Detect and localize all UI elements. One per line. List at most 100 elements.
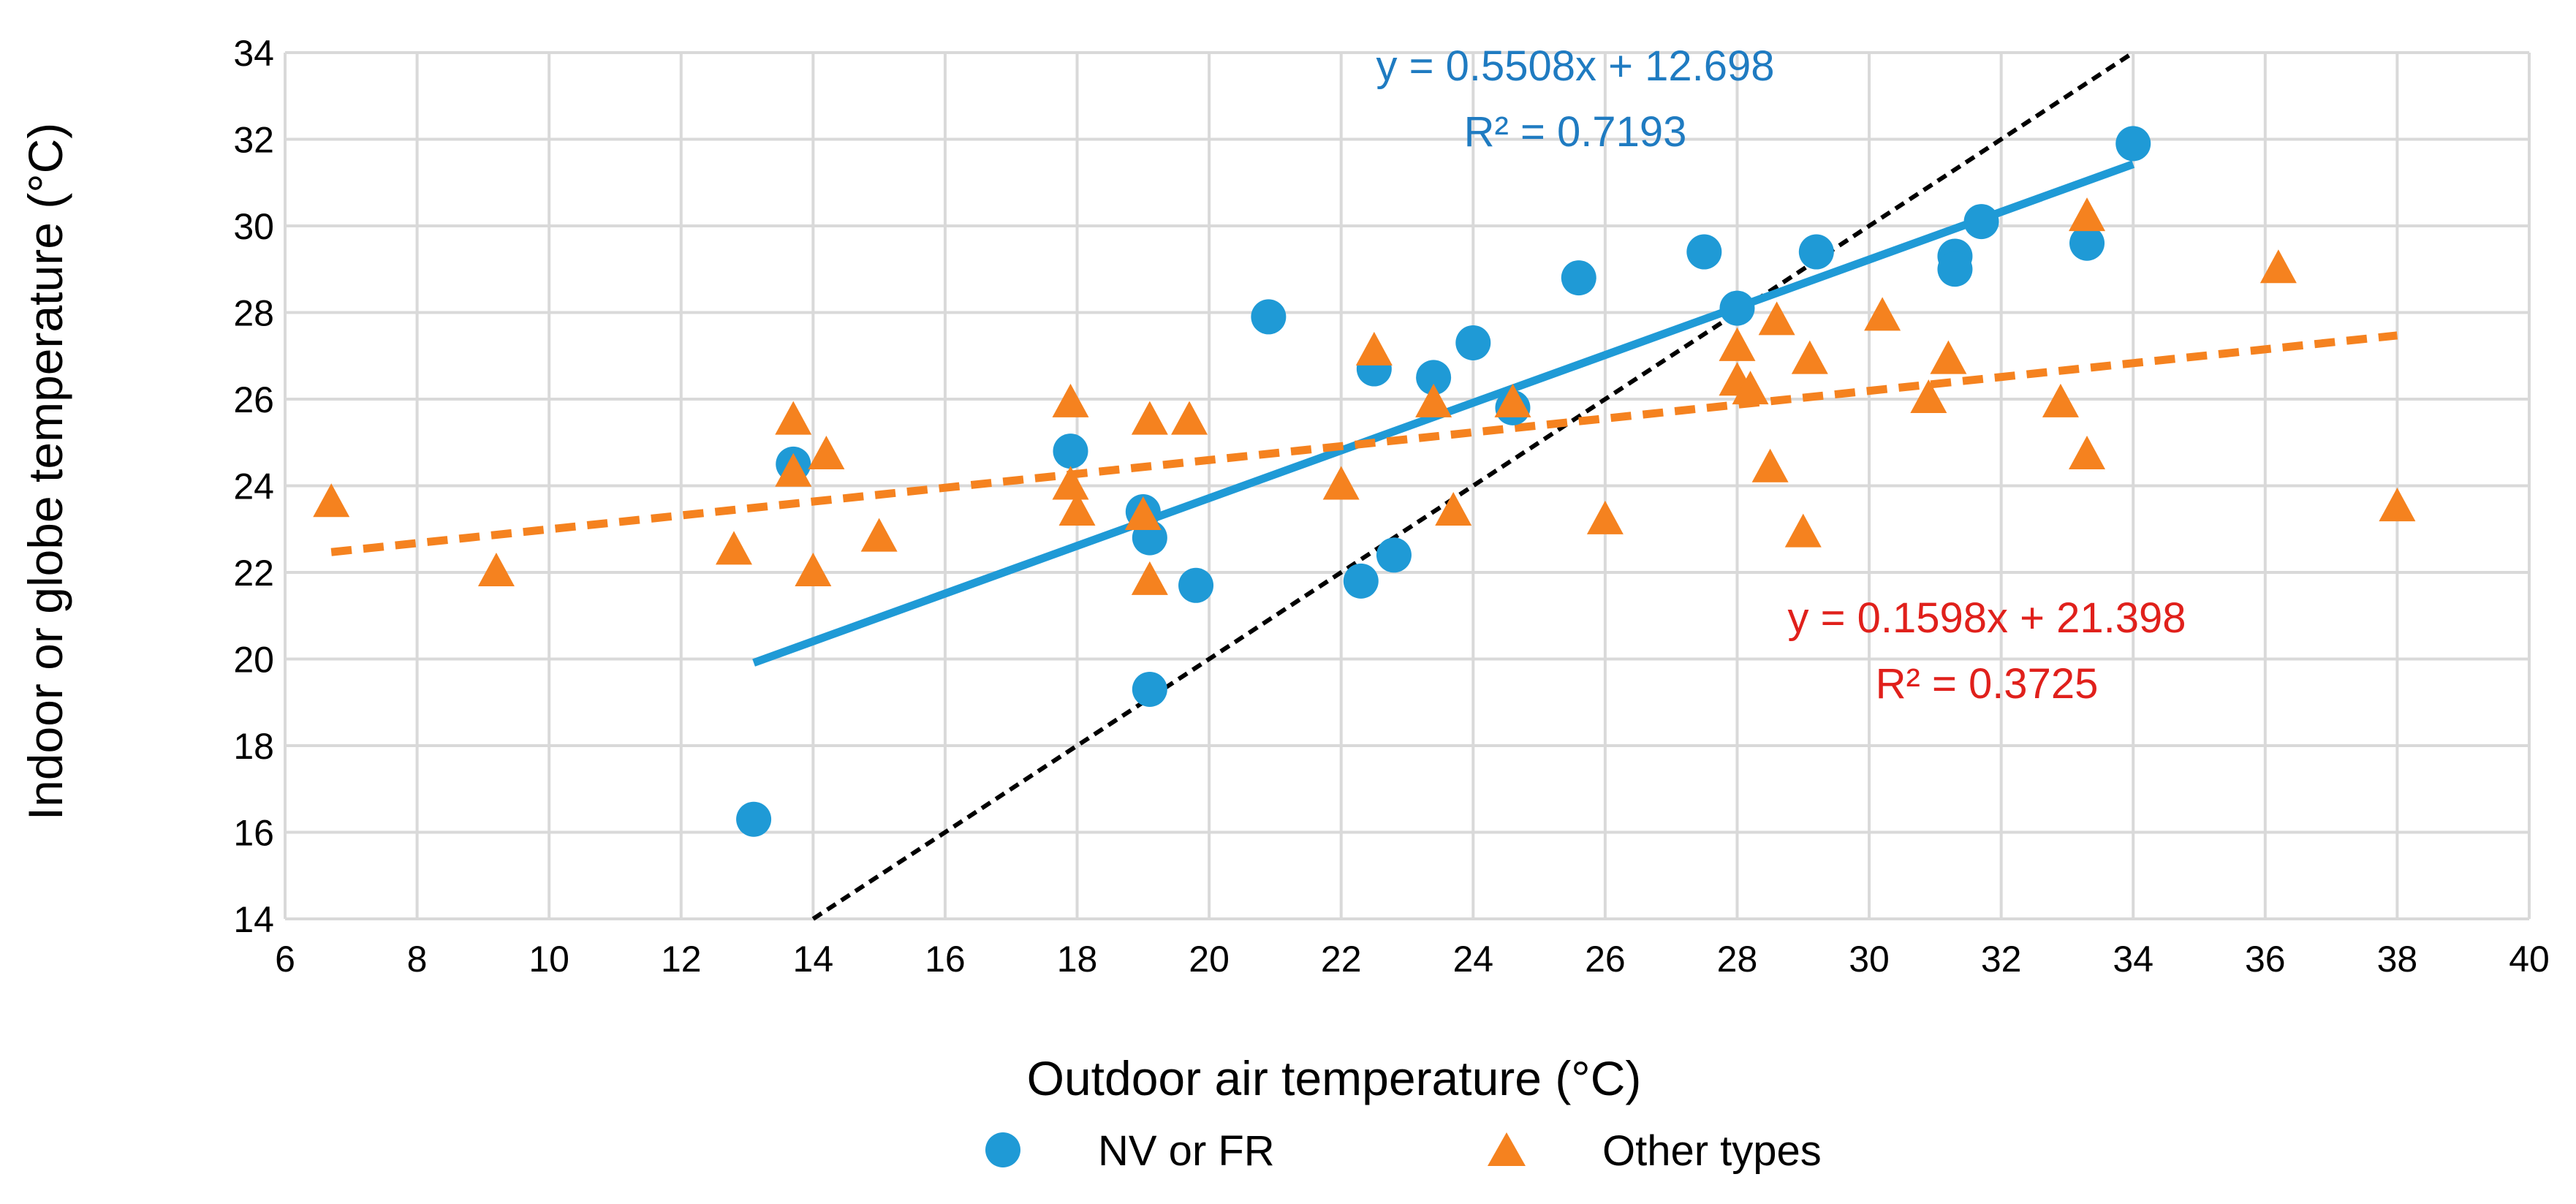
point-other [1124, 496, 1162, 530]
point-other [1052, 466, 1089, 500]
x-tick-label: 18 [1057, 939, 1098, 980]
y-tick-label: 14 [233, 899, 274, 940]
equation-other-text: y = 0.1598x + 21.398 [1788, 594, 2186, 642]
x-tick-label: 22 [1321, 939, 1362, 980]
point-nv-fr [1416, 360, 1452, 395]
point-other [1910, 379, 1947, 413]
point-other [716, 531, 752, 565]
grid [284, 51, 2531, 920]
y-axis-title: Indoor or globe temperature (°C) [18, 123, 72, 821]
point-other [775, 401, 812, 435]
x-tick-label: 40 [2509, 939, 2550, 980]
point-nv-fr [1963, 204, 1999, 240]
y-tick-label: 32 [233, 120, 274, 161]
point-nv-fr [1053, 433, 1088, 469]
x-tick-label: 34 [2113, 939, 2153, 980]
point-other [2042, 383, 2079, 417]
y-tick-label: 30 [233, 206, 274, 247]
y-tick-label: 28 [233, 293, 274, 334]
x-axis-ticks: 6 8 10 12 14 16 18 20 22 24 26 28 30 32 34 36 38 40 [275, 939, 2550, 980]
point-other [1732, 371, 1769, 405]
point-nv-fr [1719, 290, 1755, 326]
point-nv-fr [1686, 234, 1722, 270]
point-other [2379, 488, 2416, 522]
x-tick-label: 8 [407, 939, 428, 980]
point-other [1791, 340, 1828, 374]
point-other [1758, 301, 1795, 336]
identity-line [811, 50, 2134, 921]
legend: NV or FR Other types [985, 1127, 1822, 1175]
x-tick-label: 10 [529, 939, 569, 980]
point-other [1171, 401, 1208, 435]
point-nv-fr [1798, 234, 1834, 270]
x-axis-title: Outdoor air temperature (°C) [1027, 1051, 1642, 1105]
legend-other-label: Other types [1602, 1127, 1822, 1175]
point-nv-fr [1251, 299, 1287, 335]
data-points [313, 126, 2416, 837]
point-nv-fr [1343, 563, 1379, 599]
r2-other-text: R² = 0.3725 [1876, 660, 2099, 708]
point-other [1415, 383, 1452, 417]
x-tick-label: 36 [2245, 939, 2286, 980]
point-other [775, 453, 812, 487]
y-tick-label: 16 [233, 813, 274, 854]
point-other [1322, 466, 1360, 500]
point-nv-fr [736, 801, 772, 837]
x-tick-label: 38 [2377, 939, 2418, 980]
x-tick-label: 12 [661, 939, 702, 980]
legend-other-marker [1488, 1132, 1526, 1166]
point-other [2069, 197, 2106, 232]
r2-nv-text: R² = 0.7193 [1464, 108, 1687, 156]
x-tick-label: 30 [1849, 939, 1890, 980]
point-nv-fr [1376, 537, 1412, 573]
point-other [860, 518, 898, 552]
x-tick-label: 20 [1189, 939, 1230, 980]
point-other [1131, 561, 1168, 595]
point-nv-fr [1455, 325, 1491, 360]
point-other [1131, 401, 1168, 435]
point-other [1355, 331, 1393, 366]
point-nv-fr [1561, 260, 1596, 296]
point-other [1751, 448, 1789, 482]
point-nv-fr [2069, 225, 2105, 261]
equation-nv: y = 0.5508x + 12.698 R² = 0.7193 [1376, 42, 1775, 156]
x-tick-label: 28 [1717, 939, 1758, 980]
point-other [1719, 327, 1756, 361]
point-other [1494, 383, 1531, 417]
point-other [808, 436, 845, 470]
y-tick-label: 26 [233, 379, 274, 420]
y-axis-ticks: 14 16 18 20 22 24 26 28 30 32 34 [233, 33, 274, 940]
x-tick-label: 24 [1452, 939, 1493, 980]
trendline-other [330, 331, 2398, 556]
equation-other: y = 0.1598x + 21.398 R² = 0.3725 [1788, 594, 2186, 708]
point-other [2259, 249, 2297, 284]
x-tick-label: 6 [275, 939, 295, 980]
legend-nv-marker [985, 1132, 1020, 1167]
point-other [313, 483, 350, 518]
point-other [1864, 297, 1901, 331]
y-tick-label: 24 [233, 466, 274, 507]
y-tick-label: 18 [233, 726, 274, 767]
x-tick-label: 14 [793, 939, 834, 980]
x-tick-label: 16 [925, 939, 966, 980]
point-other [795, 553, 832, 586]
point-other [1052, 383, 1089, 417]
y-tick-label: 20 [233, 640, 274, 681]
point-other [1784, 513, 1822, 548]
point-other [1058, 492, 1096, 526]
point-other [2069, 436, 2106, 470]
y-tick-label: 22 [233, 553, 274, 594]
point-nv-fr [1937, 251, 1973, 287]
point-nv-fr [1132, 671, 1167, 707]
point-nv-fr [1178, 567, 1214, 603]
x-tick-label: 26 [1585, 939, 1626, 980]
equation-nv-text: y = 0.5508x + 12.698 [1376, 42, 1775, 90]
x-tick-label: 32 [1981, 939, 2022, 980]
point-other [1435, 492, 1472, 526]
point-nv-fr [2115, 126, 2151, 162]
point-other [1930, 340, 1967, 374]
point-other [1586, 500, 1624, 534]
legend-nv-label: NV or FR [1098, 1127, 1275, 1175]
y-tick-label: 34 [233, 33, 274, 74]
